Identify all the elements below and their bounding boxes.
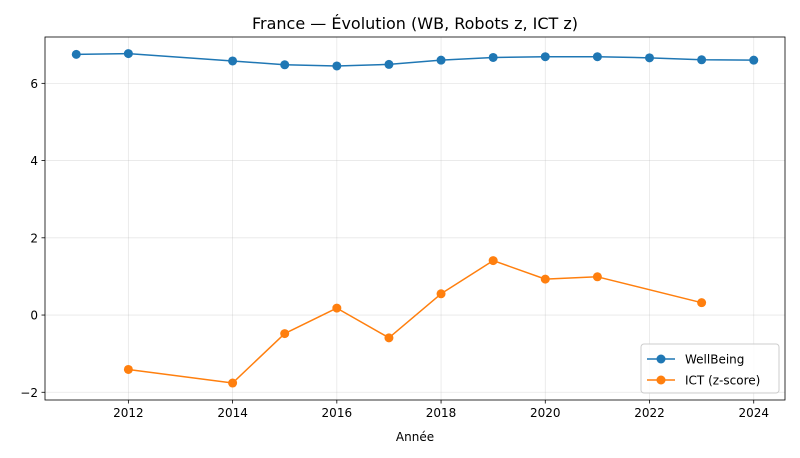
x-tick-label: 2016: [322, 406, 353, 420]
data-point: [697, 298, 707, 308]
legend-entry-label: WellBeing: [685, 353, 744, 367]
legend-box: [640, 343, 780, 394]
data-point: [71, 49, 81, 59]
x-tick-label: 2024: [738, 406, 769, 420]
y-tick-label: 6: [30, 77, 38, 91]
series-1: [71, 49, 759, 71]
y-tick-label: 0: [30, 309, 38, 323]
data-point: [436, 55, 446, 65]
series-line: [128, 259, 702, 384]
x-axis-label: Année: [396, 430, 434, 444]
series-2: [123, 256, 707, 388]
data-point: [540, 52, 550, 62]
x-tick-label: 2012: [113, 406, 144, 420]
y-tick-label: −2: [20, 386, 38, 400]
y-tick-label: 2: [30, 231, 38, 245]
data-point: [228, 56, 238, 66]
data-point: [280, 329, 290, 339]
x-tick-label: 2022: [634, 406, 665, 420]
x-tick-label: 2020: [530, 406, 561, 420]
series-layer: [71, 49, 759, 388]
data-point: [488, 52, 498, 62]
axis-ticks: 2012 2014 2016 2018 2020 2022 2024 −2 0 2 4 6: [20, 77, 769, 420]
data-point: [592, 272, 602, 282]
data-point: [384, 59, 394, 69]
plot-frame: [44, 36, 786, 401]
y-tick-label: 4: [30, 154, 38, 168]
data-point: [749, 55, 759, 65]
data-point: [228, 378, 238, 388]
data-point: [123, 49, 133, 59]
grid: [45, 37, 785, 400]
x-tick-label: 2018: [426, 406, 457, 420]
data-point: [436, 289, 446, 299]
legend-entry-label: ICT (z-score): [685, 374, 760, 388]
chart-title: France — Évolution (WB, Robots z, ICT z): [252, 14, 578, 33]
legend-swatch-marker: [656, 354, 666, 364]
data-point: [697, 55, 707, 65]
data-point: [332, 303, 342, 313]
x-tick-label: 2014: [217, 406, 248, 420]
data-point: [645, 53, 655, 63]
data-point: [280, 60, 290, 70]
data-point: [592, 52, 602, 62]
data-point: [384, 333, 394, 343]
data-point: [123, 364, 133, 374]
data-point: [332, 61, 342, 71]
legend: WellBeing ICT (z-score): [640, 343, 780, 394]
data-point: [488, 256, 498, 266]
legend-swatch-marker: [656, 375, 666, 385]
data-point: [540, 274, 550, 284]
